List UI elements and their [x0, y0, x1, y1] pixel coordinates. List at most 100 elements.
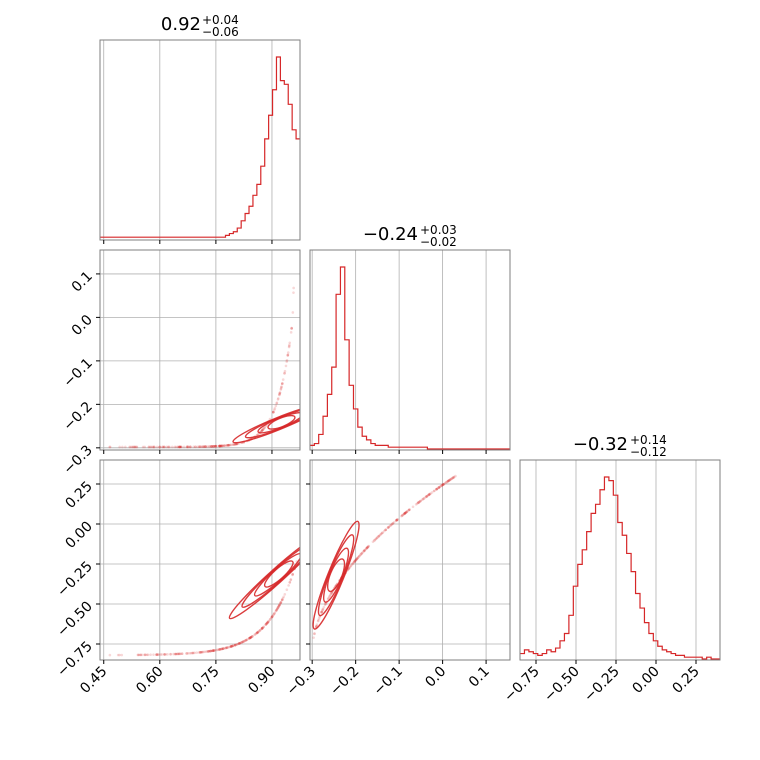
scatter-point	[278, 393, 281, 396]
panel-2-2: −0.75−0.50−0.25 0.00 0.25	[501, 459, 721, 705]
scatter-point	[249, 636, 252, 639]
scatter-point	[253, 633, 257, 636]
scatter-point	[194, 445, 197, 449]
scatter-point	[221, 647, 225, 650]
scatter-point	[446, 479, 450, 483]
scatter-point	[440, 484, 443, 487]
scatter-point	[218, 648, 221, 651]
scatter-point	[454, 474, 457, 478]
scatter-point	[210, 445, 213, 448]
scatter-point	[430, 491, 434, 494]
scatter-point	[270, 615, 274, 618]
scatter-point	[226, 646, 229, 649]
scatter-point	[210, 445, 214, 448]
scatter-point	[360, 552, 363, 555]
scatter-point	[244, 639, 247, 642]
scatter-point	[371, 540, 375, 544]
scatter-point	[320, 610, 324, 614]
scatter-point	[289, 331, 293, 334]
scatter-point	[290, 326, 293, 330]
scatter-point	[188, 651, 191, 655]
scatter-point	[365, 546, 368, 550]
x-tick-label: 0.45	[77, 664, 110, 697]
scatter-point	[279, 601, 282, 605]
scatter-point	[221, 647, 225, 650]
scatter-point	[198, 651, 202, 654]
scatter-point	[166, 653, 169, 656]
scatter-point	[388, 524, 392, 528]
scatter-point	[283, 372, 286, 375]
scatter-point	[217, 444, 221, 448]
scatter-point	[204, 445, 208, 448]
scatter-point	[362, 549, 366, 553]
scatter-point	[442, 483, 445, 486]
title-value-1: −0.24	[363, 224, 418, 245]
scatter-point	[173, 445, 177, 449]
scatter-point	[434, 488, 438, 491]
scatter-point	[396, 517, 399, 521]
scatter-point	[141, 445, 145, 449]
scatter-point	[433, 489, 436, 493]
scatter-point	[284, 364, 288, 368]
scatter-point	[216, 648, 219, 652]
scatter-point	[108, 445, 111, 449]
scatter-point	[280, 598, 284, 602]
scatter-point	[248, 636, 251, 640]
scatter-point	[262, 426, 266, 430]
x-tick-label: 0.0	[422, 664, 449, 691]
scatter-point	[189, 445, 192, 449]
scatter-point	[133, 445, 137, 449]
scatter-point	[158, 445, 162, 449]
scatter-point	[187, 445, 190, 449]
scatter-point	[386, 526, 390, 530]
scatter-point	[197, 445, 201, 449]
scatter-point	[231, 644, 235, 648]
scatter-point	[268, 618, 272, 621]
scatter-point	[211, 445, 215, 448]
scatter-point	[235, 643, 239, 646]
scatter-point	[395, 518, 399, 522]
scatter-point	[403, 511, 407, 515]
scatter-point	[287, 584, 290, 587]
scatter-point	[160, 653, 164, 656]
scatter-point	[277, 397, 280, 400]
scatter-point	[179, 652, 182, 656]
scatter-point	[240, 641, 243, 644]
scatter-point	[420, 498, 424, 501]
scatter-point	[435, 487, 438, 491]
scatter-point	[218, 444, 221, 448]
scatter-point	[437, 486, 440, 489]
scatter-point	[279, 601, 282, 605]
scatter-point	[361, 551, 364, 554]
scatter-point	[408, 508, 411, 511]
histogram-step	[100, 56, 300, 238]
scatter-point	[405, 510, 409, 513]
scatter-point	[272, 613, 275, 617]
scatter-point	[328, 594, 332, 598]
scatter-point	[233, 643, 237, 647]
scatter-point	[261, 428, 264, 432]
scatter-point	[178, 445, 181, 449]
scatter-point	[424, 495, 427, 499]
scatter-point	[201, 650, 204, 654]
scatter-point	[427, 493, 431, 496]
scatter-point	[358, 554, 361, 558]
scatter-point	[238, 641, 242, 645]
contour-line	[317, 534, 355, 617]
scatter-point	[231, 443, 235, 446]
scatter-point	[185, 652, 189, 655]
scatter-point	[139, 653, 142, 657]
scatter-point	[270, 616, 273, 620]
scatter-point	[276, 607, 279, 610]
scatter-point	[271, 411, 275, 414]
scatter-point	[179, 445, 183, 449]
scatter-point	[218, 648, 222, 651]
panel-0-0	[99, 39, 301, 244]
scatter-point	[176, 445, 180, 449]
scatter-point	[229, 645, 233, 648]
title-value-2: −0.32	[573, 434, 628, 455]
scatter-point	[374, 537, 378, 541]
scatter-point	[167, 445, 171, 449]
scatter-point	[280, 385, 283, 389]
scatter-point	[213, 649, 216, 652]
